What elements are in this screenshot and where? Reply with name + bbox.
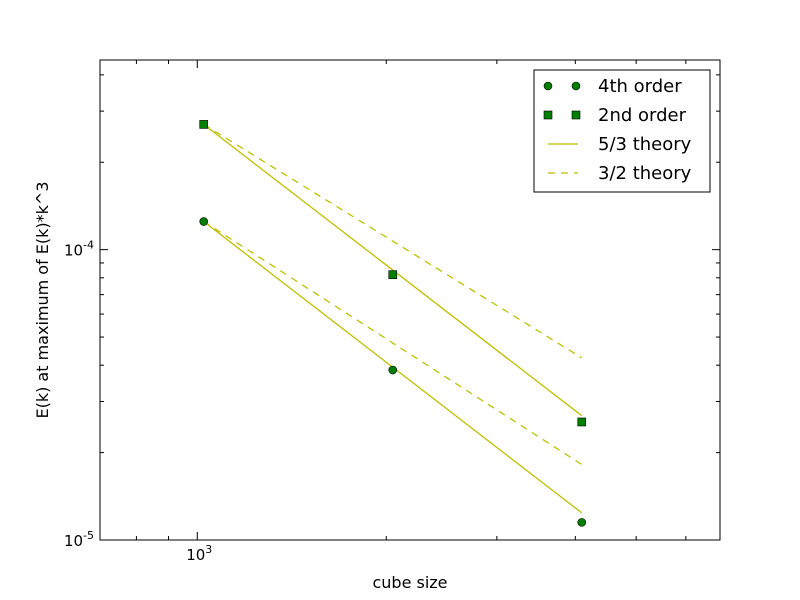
- data-point: [577, 518, 587, 527]
- legend-box: [533, 69, 711, 193]
- legend-items: 4th order 2nd order 5/3 theory 3/2 theory: [543, 76, 692, 184]
- data-point: [577, 417, 587, 427]
- legend-label: 4th order: [598, 76, 682, 97]
- x-axis-label: cube size: [372, 573, 447, 592]
- series-layer: [199, 120, 587, 527]
- legend-marker: [571, 81, 581, 91]
- legend-label: 2nd order: [598, 105, 687, 126]
- legend-marker: [543, 110, 553, 120]
- x-tick-label: 103: [186, 543, 212, 564]
- theory-line: [203, 220, 583, 466]
- data-point: [199, 120, 209, 129]
- legend-marker: [571, 110, 581, 120]
- y-tick-label: 10-5: [64, 529, 94, 550]
- legend: 4th order 2nd order 5/3 theory 3/2 theory: [533, 69, 711, 193]
- y-axis-label: E(k) at maximum of E(k)*k^3: [33, 181, 52, 418]
- plot-frame: [99, 59, 721, 541]
- data-point: [199, 217, 209, 226]
- theory-line: [203, 123, 583, 359]
- legend-label: 3/2 theory: [598, 163, 692, 184]
- data-point: [388, 365, 398, 375]
- y-tick-label: 10-4: [64, 239, 94, 260]
- data-point: [388, 270, 398, 279]
- legend-marker: [543, 81, 553, 91]
- minor-ticks: [100, 60, 720, 540]
- theory-line: [203, 123, 583, 417]
- tick-labels: 103 10-4 10-5: [64, 239, 212, 564]
- legend-label: 5/3 theory: [598, 134, 692, 155]
